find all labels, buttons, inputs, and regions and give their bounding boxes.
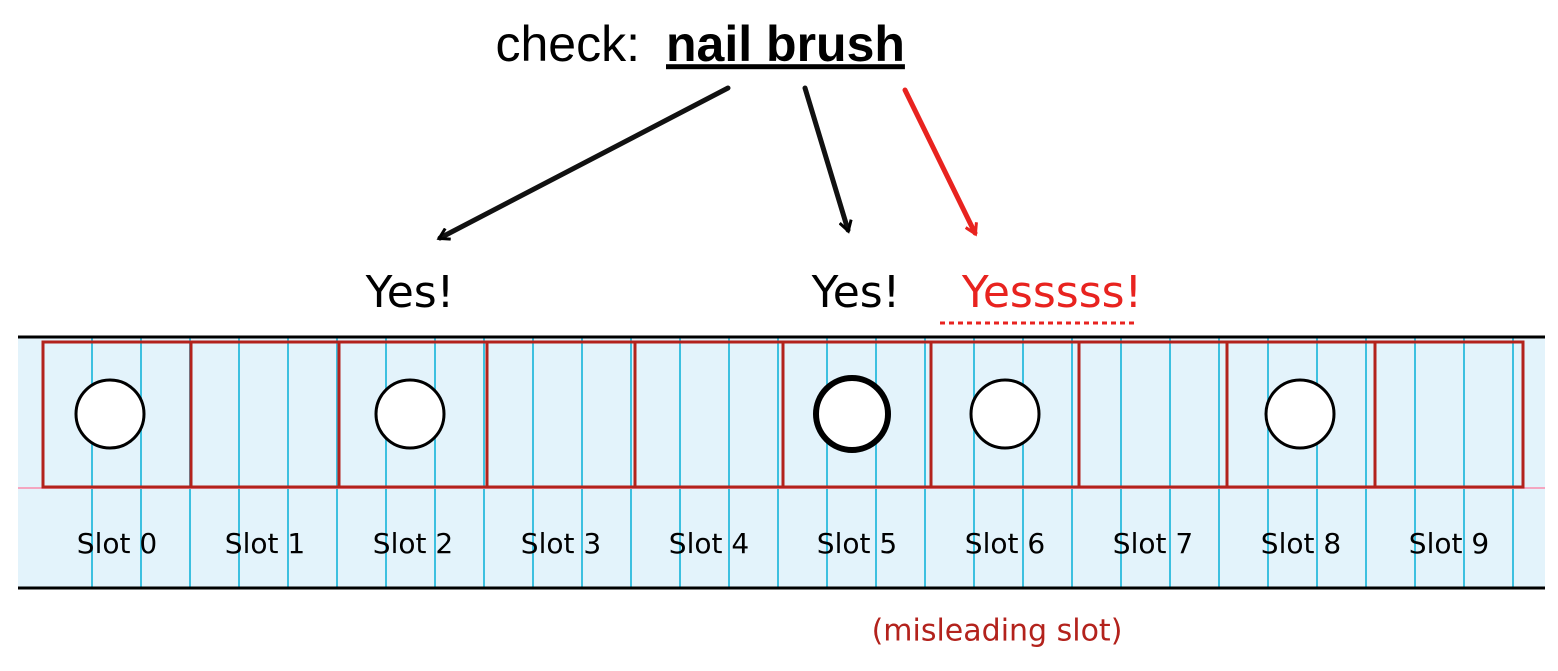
bit [969, 378, 1041, 450]
answer: Yes! [811, 267, 901, 318]
slot-label: Slot 9 [1409, 527, 1489, 560]
slot-label: Slot 0 [77, 527, 157, 560]
slot-label: Slot 1 [225, 527, 305, 560]
note: (misleading slot) [872, 614, 1123, 649]
bit [374, 378, 446, 450]
slot-label: Slot 5 [817, 527, 897, 560]
slot-label: Slot 6 [965, 527, 1045, 560]
answer: Yes! [365, 267, 455, 318]
answer: Yesssss! [961, 267, 1142, 318]
arrow [902, 87, 975, 233]
header-item: nail brush [666, 16, 905, 72]
slot-label: Slot 4 [669, 527, 749, 560]
slot-label: Slot 3 [521, 527, 601, 560]
slots: Slot 0 Slot 1 Slot 2 Slot 3 Slot 4 Slot 5 Slot… [41, 340, 1525, 560]
bit [813, 375, 891, 453]
bit [1264, 378, 1336, 450]
slot-box [1373, 340, 1525, 489]
bit [74, 378, 146, 450]
header-prefix: check: [495, 16, 640, 72]
slot-label: Slot 8 [1261, 527, 1341, 560]
grid-lines [91, 338, 1514, 588]
arrow [802, 85, 848, 230]
slot-label: Slot 7 [1113, 527, 1193, 560]
bits [74, 375, 1336, 453]
arrow [440, 85, 731, 238]
slot-label: Slot 2 [373, 527, 453, 560]
arrows [440, 85, 975, 238]
